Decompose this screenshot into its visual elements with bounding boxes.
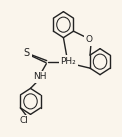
- Text: Cl: Cl: [20, 116, 29, 125]
- Text: PH₂: PH₂: [60, 57, 76, 66]
- Text: S: S: [24, 48, 30, 58]
- Text: NH: NH: [34, 72, 47, 81]
- Text: O: O: [86, 35, 93, 44]
